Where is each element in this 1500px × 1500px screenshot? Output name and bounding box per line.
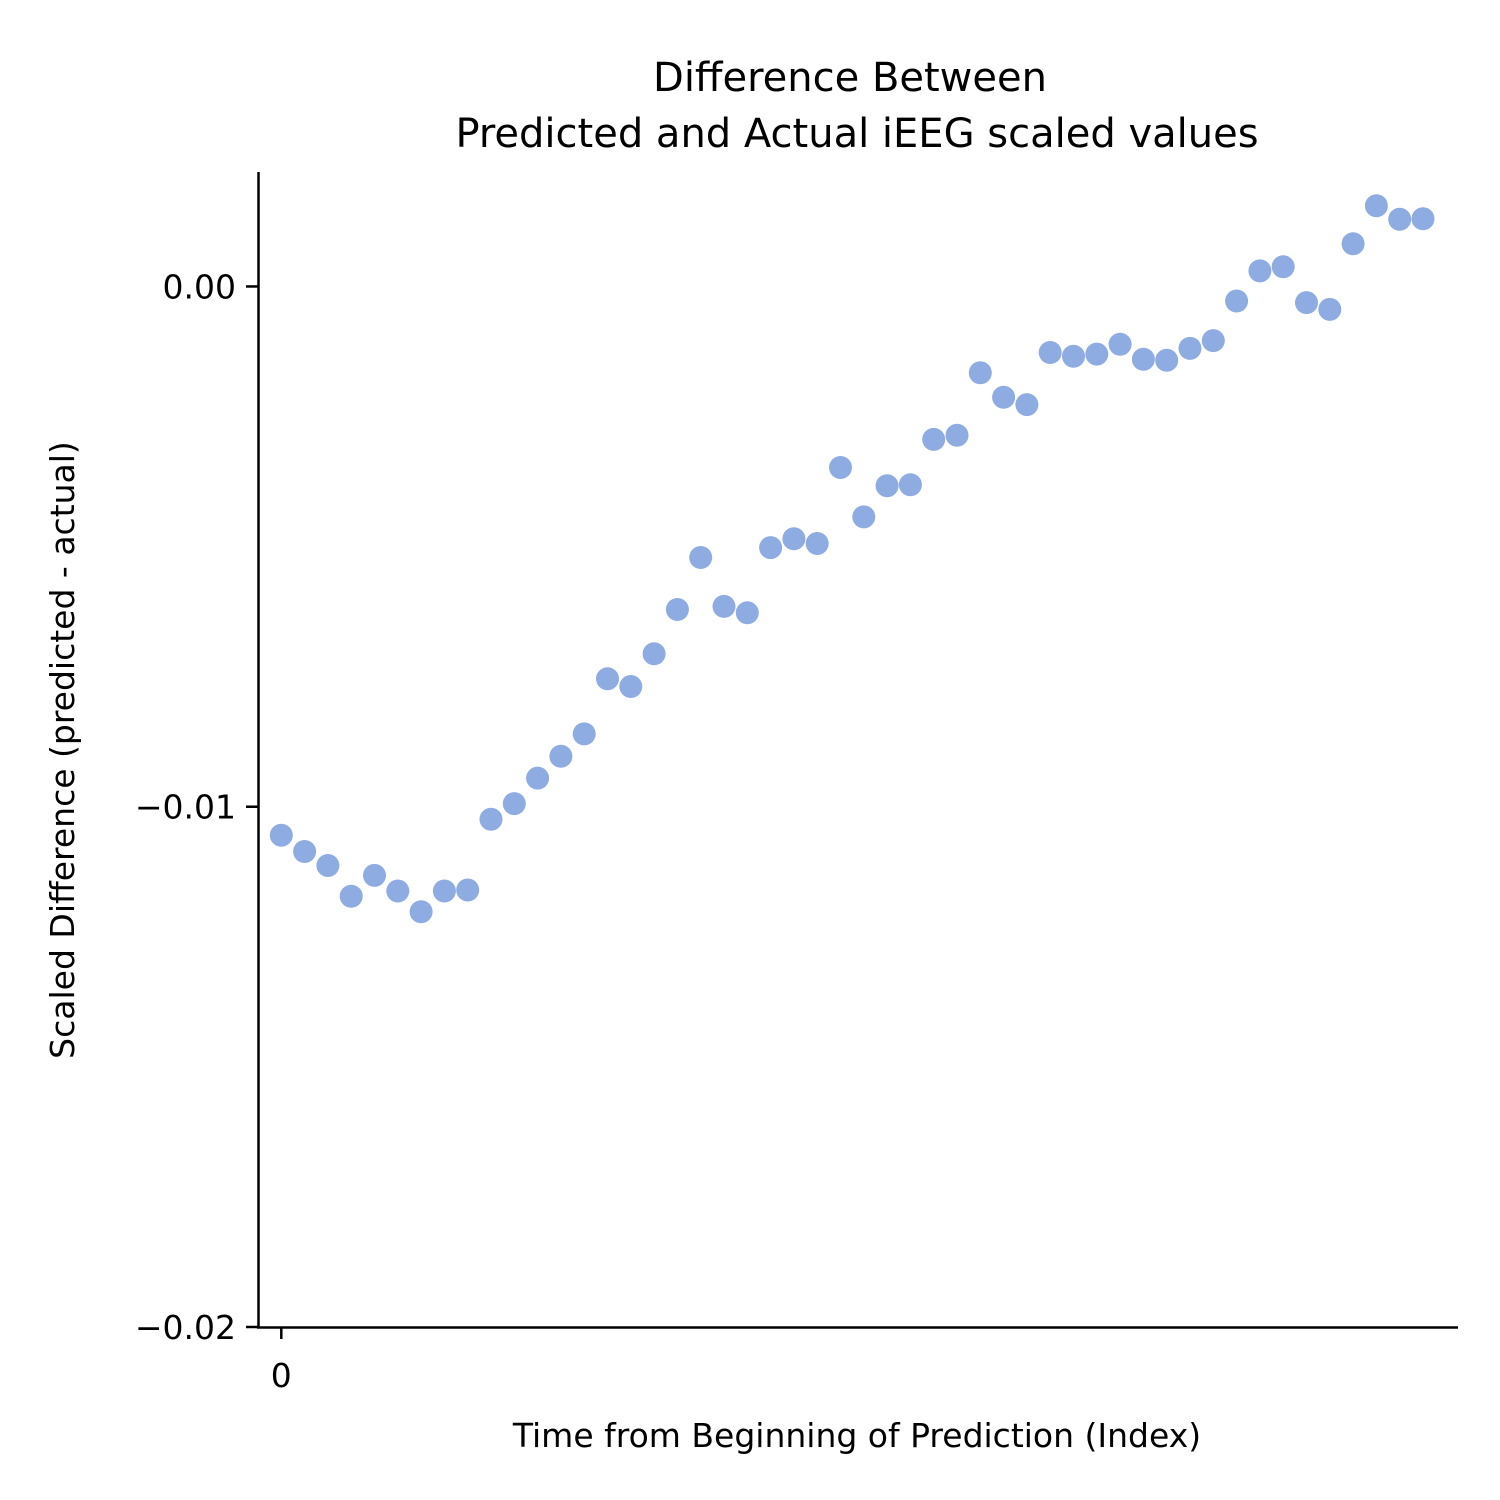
data-point [665, 598, 689, 621]
data-point [1155, 348, 1179, 372]
data-point [1411, 207, 1435, 231]
data-point [735, 601, 759, 625]
data-point [526, 766, 550, 790]
data-point [1364, 194, 1388, 218]
data-point [549, 744, 573, 768]
data-point [945, 423, 969, 447]
chart-title-line-2: Predicted and Actual iEEG scaled values [455, 111, 1258, 157]
data-point [1178, 336, 1202, 360]
data-point [502, 792, 526, 816]
data-point [269, 823, 293, 847]
y-axis-label: Scaled Difference (predicted - actual) [43, 441, 82, 1059]
data-point [293, 840, 317, 863]
data-point [829, 456, 852, 479]
data-point [642, 642, 666, 666]
data-point [1108, 332, 1132, 356]
data-point [852, 505, 876, 529]
x-ticks: 0 [271, 1327, 292, 1395]
data-point [1131, 347, 1155, 371]
data-point [572, 722, 596, 746]
data-point [922, 427, 946, 451]
data-point [1295, 291, 1318, 315]
y-tick-label: −0.01 [135, 788, 236, 827]
data-point [759, 536, 783, 560]
data-point [968, 361, 992, 385]
x-axis-label: Time from Beginning of Prediction (Index… [512, 1416, 1201, 1455]
data-point [1248, 259, 1272, 283]
data-point [1085, 342, 1109, 366]
data-points [269, 194, 1435, 924]
data-point [1225, 289, 1249, 313]
data-point [479, 807, 503, 831]
x-tick-label: 0 [271, 1356, 292, 1395]
data-point [456, 878, 480, 902]
data-point [619, 675, 643, 698]
data-point [596, 667, 619, 691]
y-tick-label: 0.00 [163, 267, 236, 306]
data-point [1201, 329, 1225, 353]
data-point [1271, 255, 1295, 279]
data-point [805, 532, 829, 555]
data-point [339, 884, 363, 908]
data-point [782, 527, 806, 551]
data-point [386, 879, 410, 903]
data-point [898, 473, 922, 497]
data-point [1062, 344, 1085, 368]
data-point [1038, 341, 1062, 364]
data-point [363, 863, 386, 887]
y-tick-label: −0.02 [135, 1308, 236, 1347]
data-point [712, 594, 736, 618]
data-point [1388, 207, 1412, 231]
data-point [992, 385, 1016, 409]
chart-title-line-1: Difference Between [653, 55, 1047, 101]
data-point [1341, 232, 1365, 256]
data-point [409, 900, 433, 924]
data-point [1015, 393, 1039, 417]
data-point [432, 879, 456, 903]
data-point [689, 546, 713, 569]
y-ticks: 0.00 −0.01 −0.02 [135, 267, 258, 1347]
data-point [875, 474, 899, 498]
data-point [1318, 297, 1342, 321]
data-point [316, 854, 340, 877]
